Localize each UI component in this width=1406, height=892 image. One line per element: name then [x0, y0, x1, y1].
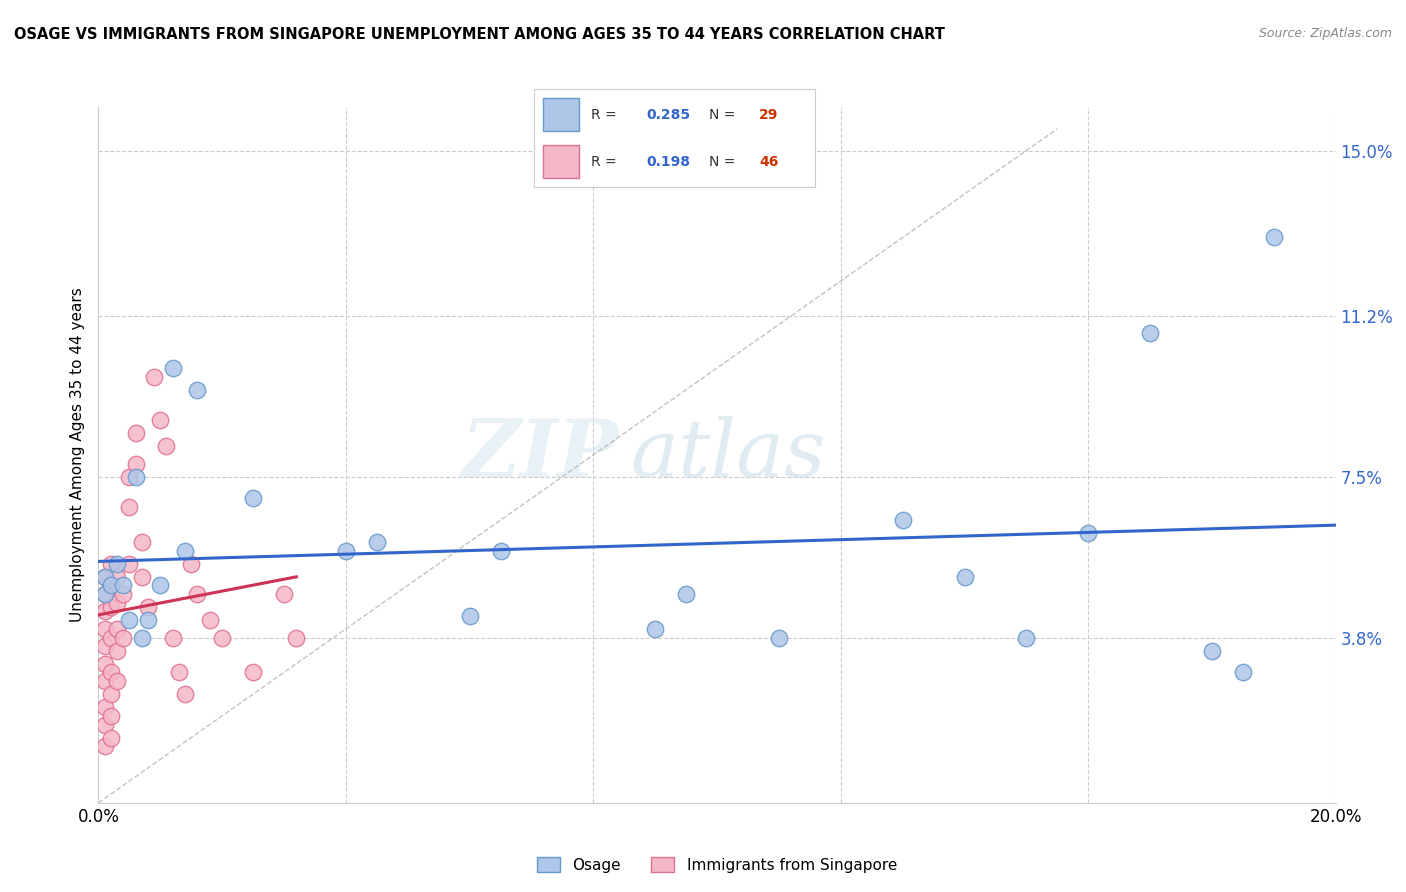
Point: [131, 631, 153, 645]
Point: [180, 557, 202, 571]
Legend: Osage, Immigrants from Singapore: Osage, Immigrants from Singapore: [531, 850, 903, 879]
Point: [1139, 326, 1161, 341]
Text: ZIP: ZIP: [461, 417, 619, 493]
Point: [162, 360, 184, 375]
Point: [186, 383, 208, 397]
Text: N =: N =: [709, 108, 740, 121]
Point: [100, 631, 122, 645]
Point: [242, 491, 264, 506]
Point: [124, 426, 146, 441]
Point: [93, 639, 115, 653]
Point: [273, 587, 295, 601]
Point: [335, 543, 357, 558]
Point: [242, 665, 264, 680]
Text: 0.198: 0.198: [647, 155, 690, 169]
FancyBboxPatch shape: [543, 98, 579, 131]
Point: [105, 622, 128, 636]
Point: [131, 535, 153, 549]
Text: Source: ZipAtlas.com: Source: ZipAtlas.com: [1258, 27, 1392, 40]
Point: [124, 457, 146, 471]
Point: [112, 631, 135, 645]
Point: [112, 578, 135, 592]
Point: [118, 613, 141, 627]
Point: [167, 665, 190, 680]
Point: [93, 717, 115, 731]
Point: [105, 674, 128, 689]
Point: [93, 570, 115, 584]
Point: [644, 622, 666, 636]
Point: [105, 557, 128, 571]
Point: [155, 439, 177, 453]
Point: [105, 570, 128, 584]
Point: [105, 643, 128, 657]
Point: [93, 657, 115, 671]
Point: [124, 469, 146, 483]
Point: [186, 587, 208, 601]
Point: [93, 570, 115, 584]
FancyBboxPatch shape: [543, 145, 579, 178]
Point: [768, 631, 790, 645]
Point: [1201, 643, 1223, 657]
Point: [118, 500, 141, 514]
Text: 0.285: 0.285: [647, 108, 690, 121]
Point: [149, 578, 172, 592]
Point: [458, 608, 481, 623]
Text: R =: R =: [591, 108, 620, 121]
Point: [1232, 665, 1254, 680]
Point: [143, 369, 166, 384]
Point: [136, 613, 159, 627]
Point: [198, 613, 221, 627]
Point: [93, 605, 115, 619]
Point: [93, 739, 115, 754]
Point: [100, 578, 122, 592]
Point: [953, 570, 976, 584]
Point: [174, 543, 197, 558]
Text: 29: 29: [759, 108, 779, 121]
Point: [100, 578, 122, 592]
Point: [100, 708, 122, 723]
Text: N =: N =: [709, 155, 740, 169]
Point: [100, 687, 122, 701]
Point: [93, 587, 115, 601]
Point: [93, 587, 115, 601]
Point: [285, 631, 308, 645]
Point: [489, 543, 512, 558]
Text: 46: 46: [759, 155, 779, 169]
Point: [131, 570, 153, 584]
Point: [211, 631, 233, 645]
Text: R =: R =: [591, 155, 620, 169]
Text: atlas: atlas: [630, 417, 825, 493]
Point: [162, 631, 184, 645]
Point: [1077, 526, 1099, 541]
Point: [1263, 230, 1285, 244]
Text: OSAGE VS IMMIGRANTS FROM SINGAPORE UNEMPLOYMENT AMONG AGES 35 TO 44 YEARS CORREL: OSAGE VS IMMIGRANTS FROM SINGAPORE UNEMP…: [14, 27, 945, 42]
Point: [891, 513, 914, 527]
Point: [118, 557, 141, 571]
Y-axis label: Unemployment Among Ages 35 to 44 years: Unemployment Among Ages 35 to 44 years: [69, 287, 84, 623]
Point: [93, 674, 115, 689]
Point: [149, 413, 172, 427]
Point: [118, 469, 141, 483]
Point: [93, 622, 115, 636]
Point: [1015, 631, 1038, 645]
Point: [675, 587, 697, 601]
Point: [100, 557, 122, 571]
Point: [100, 731, 122, 745]
Point: [112, 587, 135, 601]
Point: [100, 665, 122, 680]
Point: [136, 600, 159, 615]
Point: [366, 535, 388, 549]
Point: [105, 596, 128, 610]
Point: [93, 700, 115, 714]
Point: [100, 600, 122, 615]
Point: [174, 687, 197, 701]
